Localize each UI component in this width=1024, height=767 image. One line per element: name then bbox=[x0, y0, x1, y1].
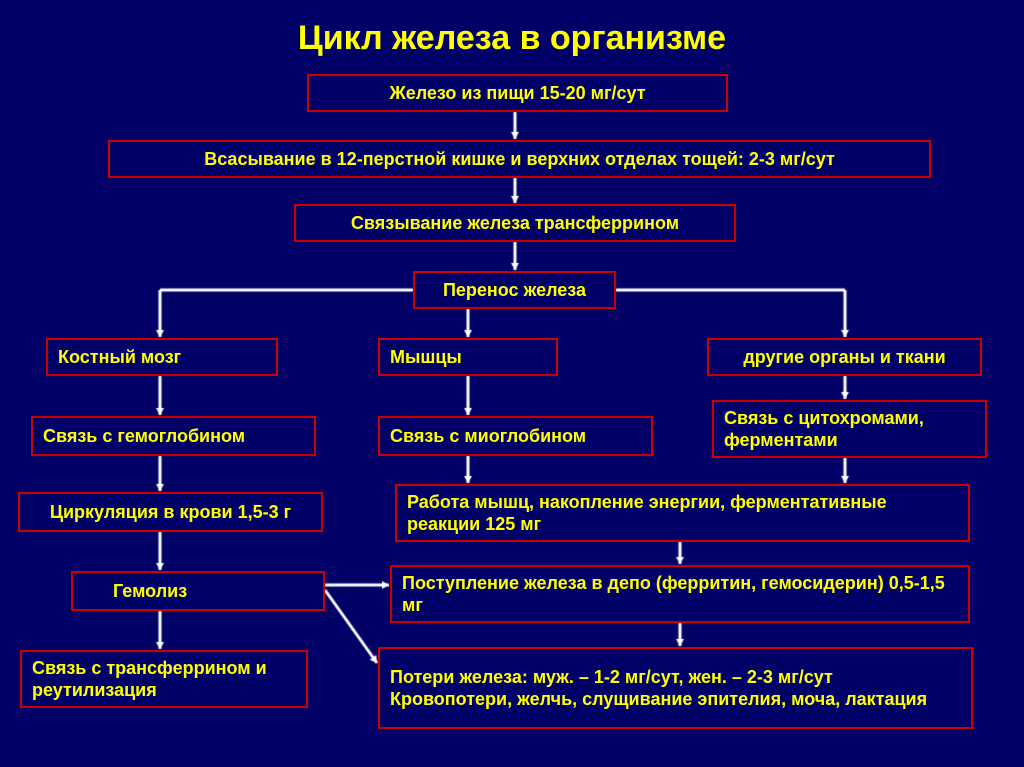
flowchart-node: Связь с цитохромами, ферментами bbox=[712, 400, 987, 458]
flowchart-node-label: Железо из пищи 15-20 мг/сут bbox=[319, 82, 716, 105]
flowchart-node-label: Связь с цитохромами, ферментами bbox=[724, 407, 975, 452]
flowchart-node: Поступление железа в депо (ферритин, гем… bbox=[390, 565, 970, 623]
flowchart-node-label: Связь с миоглобином bbox=[390, 425, 641, 448]
flowchart-node-label: Костный мозг bbox=[58, 346, 266, 369]
flowchart-node: Потери железа: муж. – 1-2 мг/сут, жен. –… bbox=[378, 647, 973, 729]
flowchart-node-label: Работа мышц, накопление энергии, фермент… bbox=[407, 491, 958, 536]
flowchart-node-label: Гемолиз bbox=[113, 580, 283, 603]
flowchart-node: Связь с гемоглобином bbox=[31, 416, 316, 456]
flowchart-node-label: Связь с трансферрином и реутилизация bbox=[32, 657, 296, 702]
flowchart-node-label: Связывание железа трансферрином bbox=[306, 212, 724, 235]
flowchart-node-label: Всасывание в 12-перстной кишке и верхних… bbox=[120, 148, 919, 171]
page-title: Цикл железа в организме bbox=[0, 19, 1024, 58]
flowchart-node: Перенос железа bbox=[413, 271, 616, 309]
flowchart-node: Работа мышц, накопление энергии, фермент… bbox=[395, 484, 970, 542]
flowchart-node: Костный мозг bbox=[46, 338, 278, 376]
flowchart-node-label: Перенос железа bbox=[425, 279, 604, 302]
flowchart-node-label: Связь с гемоглобином bbox=[43, 425, 304, 448]
flowchart-node-label: Поступление железа в депо (ферритин, гем… bbox=[402, 572, 958, 617]
flowchart-node-label: Потери железа: муж. – 1-2 мг/сут, жен. –… bbox=[390, 666, 961, 711]
flowchart-node: Циркуляция в крови 1,5-3 г bbox=[18, 492, 323, 532]
flowchart-node-label: Мышцы bbox=[390, 346, 546, 369]
flowchart-node: Гемолиз bbox=[71, 571, 325, 611]
flowchart-node: Железо из пищи 15-20 мг/сут bbox=[307, 74, 728, 112]
flowchart-node: Всасывание в 12-перстной кишке и верхних… bbox=[108, 140, 931, 178]
flowchart-node-label: другие органы и ткани bbox=[719, 346, 970, 369]
flowchart-node: Мышцы bbox=[378, 338, 558, 376]
flowchart-node: Связь с трансферрином и реутилизация bbox=[20, 650, 308, 708]
flowchart-node-label: Циркуляция в крови 1,5-3 г bbox=[30, 501, 311, 524]
flowchart-node: Связывание железа трансферрином bbox=[294, 204, 736, 242]
flowchart-node: Связь с миоглобином bbox=[378, 416, 653, 456]
flowchart-node: другие органы и ткани bbox=[707, 338, 982, 376]
